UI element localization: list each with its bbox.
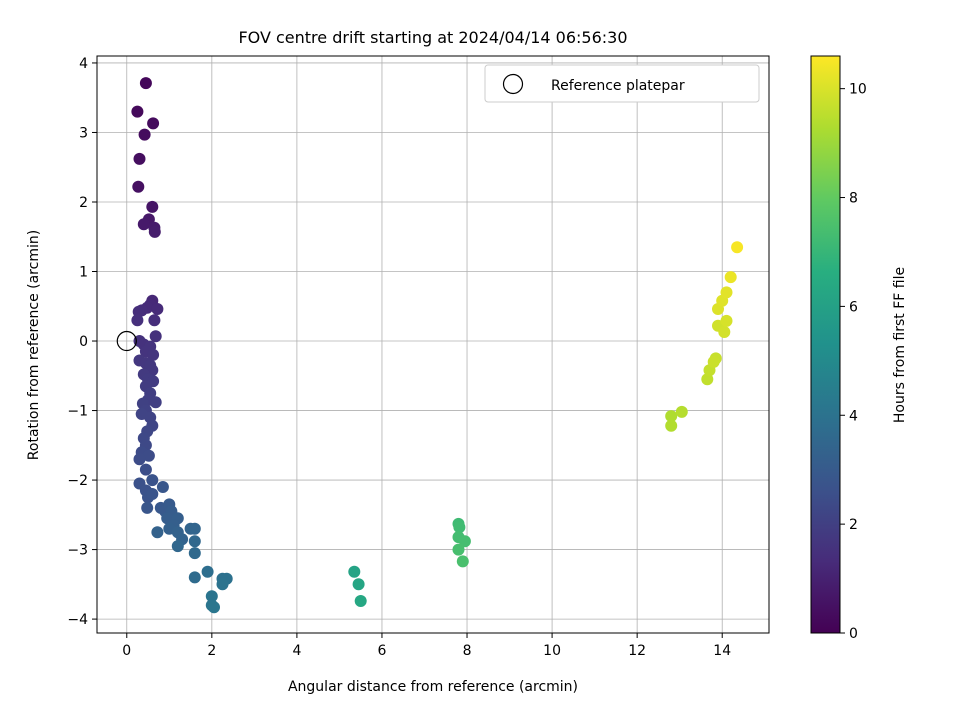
data-point: [208, 601, 220, 614]
data-point: [354, 595, 367, 607]
data-point: [707, 355, 720, 368]
data-point: [133, 152, 146, 165]
data-point: [675, 405, 688, 418]
x-tick-label: 0: [122, 643, 131, 659]
x-axis-label: Angular distance from reference (arcmin): [288, 679, 578, 695]
data-point: [131, 105, 144, 118]
data-point: [188, 571, 201, 584]
legend: Reference platepar: [484, 64, 760, 103]
data-point: [151, 303, 164, 315]
data-point: [139, 463, 152, 476]
data-point: [188, 535, 201, 548]
data-point: [139, 77, 152, 90]
legend-reference-label: Reference platepar: [551, 78, 685, 94]
data-point: [149, 330, 162, 343]
colorbar: 0 2 4 6 8 10 Hours from first FF file: [810, 55, 908, 642]
data-point: [151, 526, 164, 539]
data-point: [205, 590, 218, 603]
colorbar-label: Hours from first FF file: [892, 267, 908, 423]
data-point: [149, 396, 162, 409]
data-point: [453, 521, 466, 534]
data-point: [348, 565, 361, 578]
data-point: [146, 488, 159, 500]
x-tick-label: 12: [628, 643, 646, 659]
colorbar-tick-label: 10: [849, 82, 867, 98]
data-point: [146, 474, 159, 487]
data-point: [452, 543, 465, 556]
data-point: [147, 348, 160, 361]
data-point: [146, 200, 159, 213]
data-point: [142, 449, 155, 462]
data-point: [156, 481, 169, 493]
data-point: [724, 271, 737, 284]
y-tick-label: −1: [67, 404, 88, 420]
data-point: [188, 522, 201, 535]
x-tick-label: 14: [713, 643, 731, 659]
scatter-points: [131, 77, 744, 614]
data-point: [665, 410, 678, 423]
y-tick-label: −4: [67, 612, 88, 628]
y-axis: −4 −3 −2 −1 0 1 2 3 4: [67, 56, 97, 628]
y-tick-label: −2: [67, 473, 88, 489]
chart-title: FOV centre drift starting at 2024/04/14 …: [238, 28, 627, 47]
colorbar-tick-label: 4: [849, 408, 858, 424]
data-point: [141, 501, 154, 514]
data-point: [138, 128, 151, 141]
colorbar-gradient: [810, 55, 841, 634]
x-tick-label: 4: [292, 643, 301, 659]
y-tick-label: 0: [79, 334, 88, 350]
legend-reference-marker: [502, 73, 524, 95]
x-tick-label: 8: [463, 643, 472, 659]
data-point: [131, 314, 144, 327]
data-point: [720, 286, 733, 299]
data-point: [133, 453, 146, 466]
data-point: [665, 419, 678, 432]
data-point: [701, 373, 714, 386]
y-tick-label: 3: [79, 125, 88, 141]
data-point: [352, 578, 365, 591]
data-point: [137, 218, 150, 231]
x-tick-label: 6: [378, 643, 387, 659]
colorbar-tick-label: 8: [849, 191, 858, 207]
legend-box: [484, 64, 760, 103]
data-point: [188, 547, 201, 560]
data-point: [171, 540, 184, 553]
grid-lines: [97, 56, 769, 633]
colorbar-tick-label: 2: [849, 517, 858, 533]
reference-marker-layer: [116, 330, 137, 352]
y-axis-label: Rotation from reference (arcmin): [26, 230, 42, 460]
data-point: [216, 578, 229, 591]
data-point: [148, 225, 161, 238]
colorbar-ticks: 0 2 4 6 8 10: [840, 82, 867, 642]
data-point: [456, 555, 469, 568]
data-point: [201, 565, 214, 578]
y-tick-label: −3: [67, 543, 88, 559]
x-tick-label: 10: [543, 643, 561, 659]
data-point: [147, 117, 160, 130]
reference-point-marker: [116, 330, 137, 352]
colorbar-tick-label: 0: [849, 626, 858, 642]
data-point: [720, 314, 733, 327]
x-axis: 0 2 4 6 8 10 12 14: [122, 633, 731, 659]
y-tick-label: 2: [79, 195, 88, 211]
data-point: [132, 180, 145, 193]
y-tick-label: 1: [79, 265, 88, 281]
x-tick-label: 2: [207, 643, 216, 659]
data-point: [731, 241, 744, 254]
data-point: [148, 314, 161, 327]
data-point: [458, 535, 471, 548]
plot-frame: [96, 55, 770, 634]
y-tick-label: 4: [79, 56, 88, 72]
colorbar-tick-label: 6: [849, 299, 858, 315]
data-point: [718, 326, 731, 338]
